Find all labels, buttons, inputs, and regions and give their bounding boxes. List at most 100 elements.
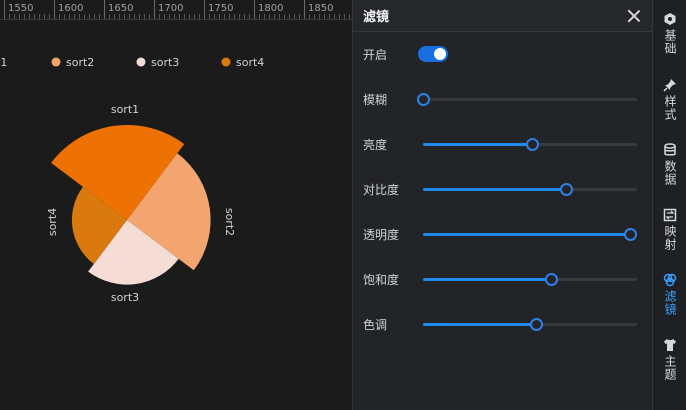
tab-style[interactable]: 样式 (653, 78, 686, 121)
rose-chart: t1 sort2 sort3 sort4 sort1 sort2 sort3 sort4 (0, 56, 264, 304)
slider-fill (423, 143, 532, 146)
ruler-minor-tick (249, 14, 250, 19)
slider-thumb[interactable] (417, 93, 430, 106)
ruler-tick-label: 1650 (108, 3, 134, 14)
ruler-minor-tick (119, 14, 120, 19)
slider-thumb[interactable] (530, 318, 543, 331)
legend-label[interactable]: sort4 (236, 56, 264, 69)
ruler-minor-tick (199, 14, 200, 19)
ruler-minor-tick (164, 14, 165, 19)
ruler-minor-tick (194, 14, 195, 19)
toggle-label: 开启 (363, 47, 388, 62)
tab-data[interactable]: 数据 (653, 143, 686, 186)
ruler-minor-tick (269, 14, 270, 19)
legend-label[interactable]: t1 (0, 56, 7, 69)
tab-mapping[interactable]: 映射 (653, 208, 686, 251)
ruler-minor-tick (244, 14, 245, 19)
saturation-slider[interactable] (423, 269, 637, 289)
shirt-icon (664, 339, 676, 351)
brightness-slider[interactable] (423, 134, 637, 154)
tab-label: 样式 (663, 95, 677, 121)
ruler-minor-tick (84, 14, 85, 19)
legend-marker[interactable] (51, 57, 61, 67)
ruler-minor-tick (224, 14, 225, 19)
slice-label: sort1 (111, 103, 139, 116)
ruler-minor-tick (79, 14, 80, 19)
slider-row-hue: 色调 (363, 314, 637, 334)
tab-filter[interactable]: 滤镜 (653, 273, 686, 316)
hue-slider[interactable] (423, 314, 637, 334)
ruler-minor-tick (349, 14, 350, 19)
ruler-minor-tick (99, 14, 100, 19)
legend-label[interactable]: sort3 (151, 56, 179, 69)
ruler-minor-tick (189, 14, 190, 19)
ruler-minor-tick (159, 14, 160, 19)
slider-row-contrast: 对比度 (363, 179, 637, 199)
ruler-minor-tick (174, 14, 175, 19)
close-icon[interactable] (626, 8, 642, 24)
filter-panel: 滤镜 开启 模糊 亮度 对比度 透明度 (352, 0, 652, 410)
ruler-minor-tick (139, 14, 140, 19)
slider-thumb[interactable] (526, 138, 539, 151)
tab-label: 基础 (663, 29, 677, 55)
ruler-minor-tick (319, 14, 320, 19)
ruler-minor-tick (34, 14, 35, 19)
ruler-minor-tick (39, 14, 40, 19)
blur-slider[interactable] (417, 89, 637, 109)
ruler-minor-tick (324, 14, 325, 19)
ruler-tick (4, 0, 5, 19)
ruler-minor-tick (334, 14, 335, 19)
tab-basic[interactable]: 基础 (653, 12, 686, 55)
slider-thumb[interactable] (624, 228, 637, 241)
tab-label: 主题 (663, 355, 677, 381)
rose-slice[interactable] (127, 153, 211, 271)
tab-label: 滤镜 (663, 290, 677, 316)
slider-label: 色调 (363, 317, 388, 332)
ruler-minor-tick (24, 14, 25, 19)
ruler-minor-tick (239, 14, 240, 19)
slider-thumb[interactable] (560, 183, 573, 196)
legend-marker[interactable] (136, 57, 146, 67)
legend-label[interactable]: sort2 (66, 56, 94, 69)
opacity-slider[interactable] (423, 224, 637, 244)
panel-header: 滤镜 (353, 0, 652, 32)
ruler-minor-tick (259, 14, 260, 19)
slider-label: 饱和度 (363, 272, 400, 287)
slider-fill (423, 188, 566, 191)
slider-row-opacity: 透明度 (363, 224, 637, 244)
mapping-icon (663, 208, 677, 222)
slider-fill (423, 323, 536, 326)
ruler-minor-tick (49, 14, 50, 19)
ruler-minor-tick (264, 14, 265, 19)
ruler-minor-tick (234, 14, 235, 19)
slider-fill (423, 278, 551, 281)
slider-label: 模糊 (363, 92, 388, 107)
slider-thumb[interactable] (545, 273, 558, 286)
chart-canvas[interactable]: 1550 1600 1650 1700 1750 1800 1850 t1 sort2 sort… (0, 0, 352, 410)
horizontal-ruler[interactable]: 1550 1600 1650 1700 1750 1800 1850 (0, 0, 352, 20)
slider-label: 透明度 (363, 227, 400, 242)
slider-row-saturation: 饱和度 (363, 269, 637, 289)
rose-slice[interactable] (88, 220, 179, 285)
toggle-knob (434, 48, 446, 60)
slice-label: sort2 (223, 208, 236, 236)
slider-row-blur: 模糊 (363, 89, 637, 109)
slider-track (423, 98, 637, 101)
ruler-minor-tick (184, 14, 185, 19)
rose-slice[interactable] (51, 124, 185, 220)
ruler-minor-tick (29, 14, 30, 19)
tab-theme[interactable]: 主题 (653, 338, 686, 381)
ruler-tick (54, 0, 55, 19)
rose-slice[interactable] (71, 186, 127, 265)
legend-marker[interactable] (221, 57, 231, 67)
slice-label: sort4 (46, 208, 59, 236)
ruler-minor-tick (64, 14, 65, 19)
ruler-tick (254, 0, 255, 19)
ruler-minor-tick (284, 14, 285, 19)
contrast-slider[interactable] (423, 179, 637, 199)
ruler-tick (204, 0, 205, 19)
ruler-minor-tick (74, 14, 75, 19)
slider-row-brightness: 亮度 (363, 134, 637, 154)
enable-toggle[interactable] (418, 46, 448, 62)
ruler-minor-tick (144, 14, 145, 19)
